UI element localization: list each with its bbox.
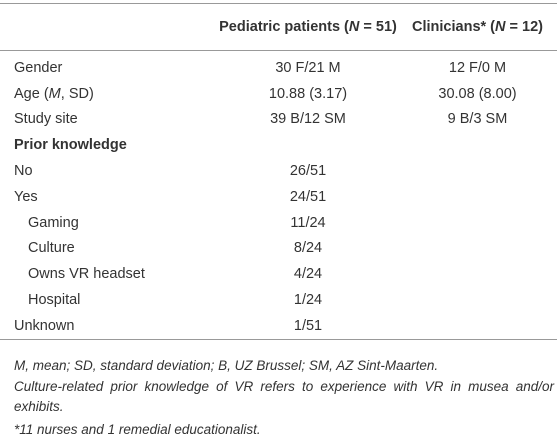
cell: 10.88 (3.17) [268,85,348,102]
row-label: No [14,163,33,180]
label-text: M [48,85,61,102]
cell [398,158,557,184]
cell: 9 B/3 SM [447,111,508,128]
cell: 12 F/0 M [448,59,507,76]
row: Owns VR headset 4/24 [0,261,557,287]
header-row: Pediatric patients (N = 51) Clinicians* … [0,3,557,51]
cell: 30 F/21 M [275,59,341,76]
header-text: N [495,19,506,35]
cell: 8/24 [293,240,323,257]
cell: 4/24 [293,266,323,283]
label-text: , SD) [60,85,94,102]
row: Yes 24/51 [0,184,557,210]
header-cell [0,3,218,51]
row: Culture 8/24 [0,236,557,262]
row: Prior knowledge [0,132,557,158]
header-text: Pediatric patients ( [219,19,349,35]
header-text: = 12) [505,19,543,35]
header-text: = 51) [359,19,397,35]
row-label: Age (M, SD) [0,81,218,107]
cell [398,313,557,339]
row-label: Yes [14,188,38,205]
cell: 30.08 (8.00) [438,85,517,102]
row-label: Study site [14,111,78,128]
header-text: N [348,19,360,35]
footnote: Culture-related prior knowledge of VR re… [14,379,554,414]
row: Gender 30 F/21 M 12 F/0 M [0,51,557,81]
cell [218,132,398,158]
footnote: M, mean; SD, standard deviation; B, UZ B… [14,358,439,373]
row: No 26/51 [0,158,557,184]
row-label: Owns VR headset [28,266,145,283]
cell: 11/24 [290,214,326,231]
table: Pediatric patients (N = 51) Clinicians* … [0,3,557,340]
cell: 1/24 [293,292,323,309]
table-body: Gender 30 F/21 M 12 F/0 M Age (M, SD) 10.88 … [0,51,557,340]
cell: 26/51 [289,163,327,180]
cell [398,287,557,313]
row-label: Hospital [28,292,81,309]
cell [398,261,557,287]
row-label: Gaming [28,214,79,231]
cell [398,184,557,210]
cell: 1/51 [293,317,323,334]
cell [398,132,557,158]
row-label: Gender [14,59,63,76]
row: Unknown 1/51 [0,313,557,339]
cell [398,210,557,236]
row-label: Unknown [14,317,75,334]
label-text: Age ( [14,85,49,102]
footnote: *11 nurses and 1 remedial educationalist… [14,422,261,437]
cell [398,236,557,262]
row-label: Prior knowledge [14,137,127,154]
row: Study site 39 B/12 SM 9 B/3 SM [0,107,557,133]
header-cell: Clinicians* (N = 12) [398,3,557,51]
row: Hospital 1/24 [0,287,557,313]
cell: 24/51 [289,188,327,205]
header-text: Clinicians* ( [412,19,496,35]
header-cell: Pediatric patients (N = 51) [218,3,398,51]
cell: 39 B/12 SM [270,111,346,128]
row: Gaming 11/24 [0,210,557,236]
row: Age (M, SD) 10.88 (3.17) 30.08 (8.00) [0,81,557,107]
row-label: Culture [28,240,75,257]
